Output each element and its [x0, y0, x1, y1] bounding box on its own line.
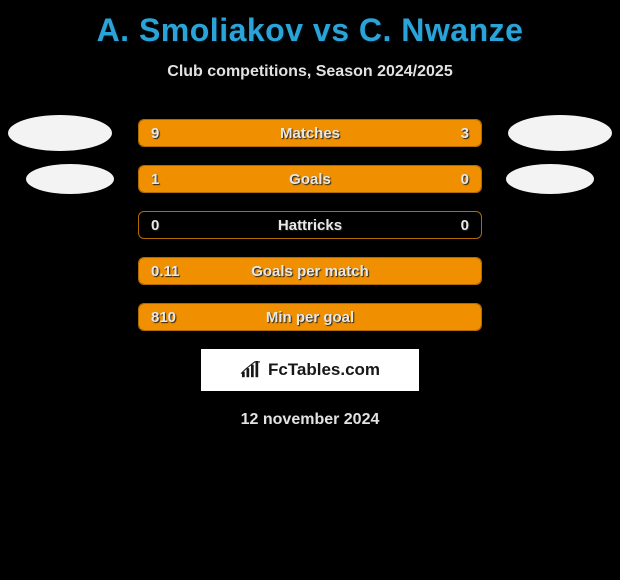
stat-right-value: 0: [461, 166, 469, 193]
stat-bar: 9 Matches 3: [138, 119, 482, 147]
stat-right-value: 0: [461, 212, 469, 239]
stat-label: Min per goal: [139, 304, 481, 331]
stat-bar: 1 Goals 0: [138, 165, 482, 193]
stat-row: 1 Goals 0: [0, 165, 620, 193]
stat-label: Matches: [139, 120, 481, 147]
stat-label: Goals per match: [139, 258, 481, 285]
subtitle: Club competitions, Season 2024/2025: [0, 63, 620, 81]
stat-label: Goals: [139, 166, 481, 193]
brand-text: FcTables.com: [268, 360, 380, 380]
player-right-avatar: [508, 115, 612, 151]
stat-row: 0.11 Goals per match: [0, 257, 620, 285]
page-title: A. Smoliakov vs C. Nwanze: [0, 0, 620, 49]
stat-bar: 0 Hattricks 0: [138, 211, 482, 239]
player-left-avatar: [8, 115, 112, 151]
brand-badge[interactable]: FcTables.com: [201, 349, 419, 391]
chart-icon: [240, 361, 262, 379]
stat-bar: 0.11 Goals per match: [138, 257, 482, 285]
stat-row: 9 Matches 3: [0, 119, 620, 147]
player-right-avatar: [506, 164, 594, 194]
stat-label: Hattricks: [139, 212, 481, 239]
stats-container: 9 Matches 3 1 Goals 0 0 Hattricks 0 0.: [0, 119, 620, 331]
stat-right-value: 3: [461, 120, 469, 147]
date-text: 12 november 2024: [0, 411, 620, 429]
stat-row: 810 Min per goal: [0, 303, 620, 331]
player-left-avatar: [26, 164, 114, 194]
stat-bar: 810 Min per goal: [138, 303, 482, 331]
stat-row: 0 Hattricks 0: [0, 211, 620, 239]
